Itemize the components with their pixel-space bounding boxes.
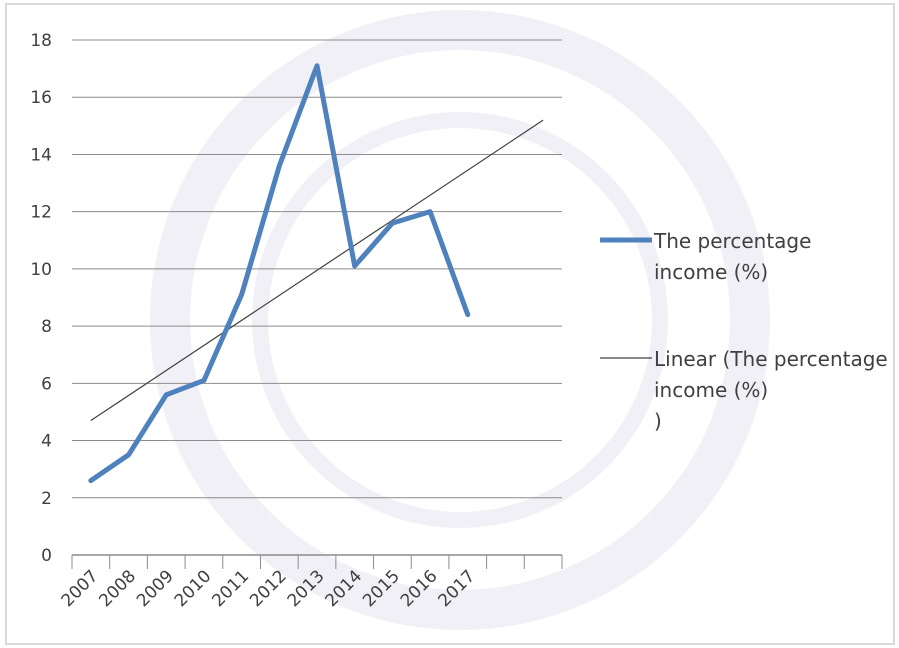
series-lines xyxy=(88,63,544,484)
trendline xyxy=(90,119,544,422)
chart-border xyxy=(5,3,895,645)
y-tick-label: 12 xyxy=(30,203,52,223)
legend-trendline-label: ) xyxy=(654,409,662,433)
legend-series-label: The percentage xyxy=(653,229,811,253)
y-tick-label: 0 xyxy=(41,546,52,566)
y-tick-label: 4 xyxy=(41,432,52,452)
y-tick-label: 10 xyxy=(30,260,52,280)
y-tick-label: 16 xyxy=(30,88,52,108)
legend-series-label: income (%) xyxy=(654,260,768,284)
legend-trendline-label: income (%) xyxy=(654,378,768,402)
legend-trendline-label: Linear (The percentage xyxy=(654,347,888,371)
watermark-logo xyxy=(150,10,770,630)
gridlines xyxy=(72,39,562,499)
legend: The percentage income (%) Linear (The perc… xyxy=(600,229,888,433)
y-tick-label: 8 xyxy=(41,317,52,337)
y-tick-label: 18 xyxy=(30,31,52,51)
y-tick-label: 6 xyxy=(41,374,52,394)
y-tick-label: 14 xyxy=(30,145,52,165)
y-tick-label: 2 xyxy=(41,489,52,509)
